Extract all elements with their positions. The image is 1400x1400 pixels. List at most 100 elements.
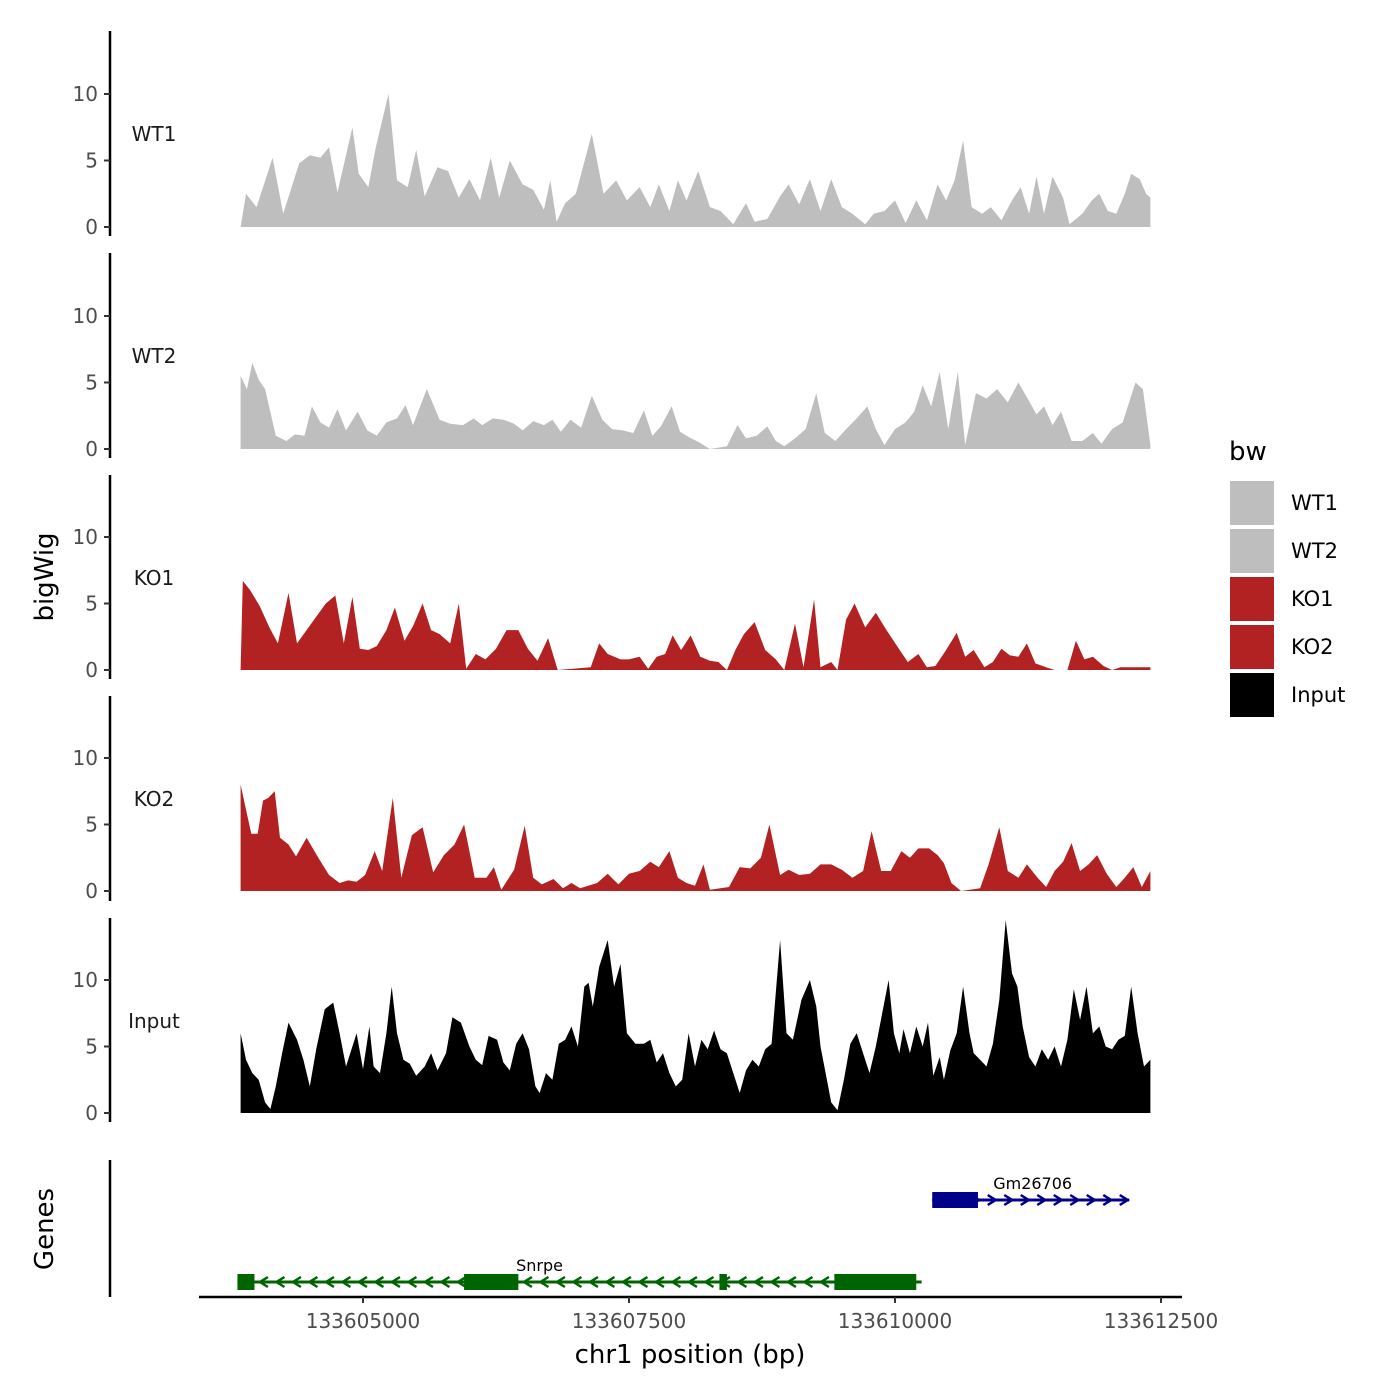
y-tick-label: 5: [85, 149, 98, 173]
y-tick-label: 10: [73, 82, 98, 106]
strand-arrow: [307, 1275, 319, 1289]
strand-arrow: [1020, 1193, 1032, 1207]
strand-arrow: [340, 1275, 352, 1289]
strand-arrow: [587, 1275, 599, 1289]
strand-arrow: [752, 1275, 764, 1289]
legend-key-KO2: [1228, 623, 1276, 671]
y-tick-label: 0: [85, 879, 98, 903]
strand-arrow: [257, 1275, 269, 1289]
track-label: Input: [128, 1009, 180, 1033]
y-tick-label: 0: [85, 437, 98, 461]
strand-arrow: [818, 1275, 830, 1289]
strand-arrow: [1036, 1193, 1048, 1207]
y-tick-label: 5: [85, 1035, 98, 1059]
strand-arrow: [571, 1275, 583, 1289]
strand-arrow: [290, 1275, 302, 1289]
strand-arrow: [406, 1275, 418, 1289]
legend-key-WT2: [1228, 527, 1276, 575]
strand-arrow: [987, 1193, 999, 1207]
gene-exon: [719, 1274, 727, 1290]
legend-key-KO1: [1228, 575, 1276, 623]
y-tick-label: 5: [85, 813, 98, 837]
legend: bw WT1 WT2 KO1 KO2 Input: [1228, 437, 1345, 719]
y-tick-label: 10: [73, 304, 98, 328]
x-tick-label: 133607500: [572, 1309, 687, 1333]
strand-arrow: [637, 1275, 649, 1289]
track-label: KO2: [134, 787, 175, 811]
x-tick-label: 133605000: [306, 1309, 421, 1333]
strand-arrow: [1053, 1193, 1065, 1207]
strand-arrow: [1003, 1193, 1015, 1207]
genes-layer: Gm26706 Snrpe: [108, 1160, 1131, 1297]
gene-label: Snrpe: [516, 1256, 563, 1275]
track-Input: 0 5 10 Input: [73, 918, 1151, 1125]
track-label: WT2: [132, 344, 177, 368]
strand-arrow: [736, 1275, 748, 1289]
track-area-WT2: [240, 362, 1151, 449]
y-tick-label: 5: [85, 592, 98, 616]
track-label: WT1: [132, 122, 177, 146]
strand-arrow: [769, 1275, 781, 1289]
legend-label: Input: [1291, 683, 1345, 707]
strand-arrow: [373, 1275, 385, 1289]
strand-arrow: [1119, 1193, 1131, 1207]
y-tick-label: 0: [85, 1101, 98, 1125]
gene-exon: [932, 1192, 978, 1208]
legend-label: WT2: [1291, 539, 1338, 563]
track-KO2: 0 5 10 KO2: [73, 696, 1151, 903]
y-tick-label: 10: [73, 968, 98, 992]
strand-arrow: [703, 1275, 715, 1289]
strand-arrow: [620, 1275, 632, 1289]
strand-arrow: [670, 1275, 682, 1289]
legend-label: KO1: [1291, 587, 1334, 611]
gene-Gm26706: Gm26706: [932, 1174, 1131, 1208]
tracks-layer: 0 5 10 WT1 0 5 10 WT2 0 5 10 KO1 0 5 10 KO2 0 5 10 Input: [73, 31, 1151, 1125]
track-area-Input: [240, 920, 1151, 1113]
y-tick-label: 10: [73, 525, 98, 549]
strand-arrow: [1086, 1193, 1098, 1207]
legend-key-WT1: [1228, 479, 1276, 527]
legend-label: WT1: [1291, 491, 1338, 515]
strand-arrow: [439, 1275, 451, 1289]
strand-arrow: [653, 1275, 665, 1289]
gene-exon: [464, 1274, 519, 1290]
strand-arrow: [455, 1275, 467, 1289]
y-axis-title-tracks: bigWig: [30, 532, 60, 621]
gene-Snrpe: Snrpe: [237, 1256, 922, 1290]
strand-arrow: [604, 1275, 616, 1289]
strand-arrow: [538, 1275, 550, 1289]
track-KO1: 0 5 10 KO1: [73, 475, 1151, 682]
strand-arrow: [686, 1275, 698, 1289]
x-axis: 133605000 133607500 133610000 133612500: [199, 1295, 1219, 1333]
strand-arrow: [554, 1275, 566, 1289]
strand-arrow: [1069, 1193, 1081, 1207]
track-area-KO2: [240, 784, 1151, 891]
legend-label: KO2: [1291, 635, 1334, 659]
strand-arrow: [323, 1275, 335, 1289]
track-label: KO1: [134, 566, 175, 590]
x-tick-label: 133610000: [838, 1309, 953, 1333]
gene-exon: [834, 1274, 917, 1290]
strand-arrow: [802, 1275, 814, 1289]
legend-title: bw: [1229, 437, 1267, 467]
strand-arrow: [521, 1275, 533, 1289]
y-tick-label: 10: [73, 746, 98, 770]
y-tick-label: 5: [85, 371, 98, 395]
x-tick-label: 133612500: [1104, 1309, 1219, 1333]
gene-label: Gm26706: [993, 1174, 1072, 1193]
legend-key-Input: [1228, 671, 1276, 719]
strand-arrow: [274, 1275, 286, 1289]
strand-arrow: [1102, 1193, 1114, 1207]
strand-arrow: [389, 1275, 401, 1289]
track-area-WT1: [240, 94, 1151, 227]
track-WT2: 0 5 10 WT2: [73, 253, 1151, 461]
track-WT1: 0 5 10 WT1: [73, 31, 1151, 239]
y-axis-title-genes: Genes: [30, 1188, 60, 1270]
strand-arrow: [785, 1275, 797, 1289]
strand-arrow: [422, 1275, 434, 1289]
track-area-KO1: [240, 580, 1151, 670]
x-axis-title: chr1 position (bp): [575, 1340, 806, 1370]
gene-exon: [237, 1274, 255, 1290]
strand-arrow: [356, 1275, 368, 1289]
